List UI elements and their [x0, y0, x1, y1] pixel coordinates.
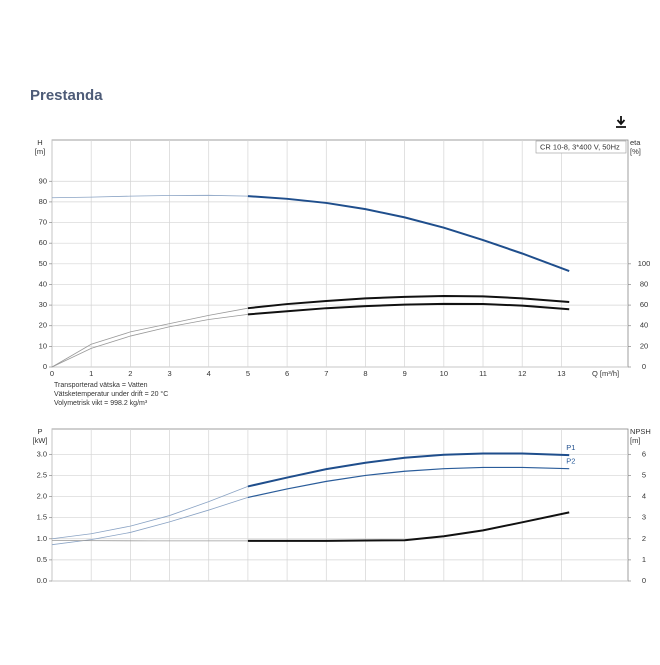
y-tick-label: 20: [39, 321, 47, 330]
curve-label: P1: [566, 443, 575, 452]
y-tick-label: 0.0: [37, 576, 47, 585]
x-tick-label: 2: [128, 369, 132, 378]
y-tick-label: 0.5: [37, 555, 47, 564]
y-tick-label: 90: [39, 176, 47, 185]
y2-tick-label: 1: [642, 555, 646, 564]
y-tick-label: 1.5: [37, 513, 47, 522]
x-tick-label: 8: [363, 369, 367, 378]
x-tick-label: 9: [403, 369, 407, 378]
y-axis-label: [m]: [35, 147, 45, 156]
x-tick-label: 6: [285, 369, 289, 378]
y2-axis-label: eta: [630, 138, 641, 147]
note: Transporterad vätska = Vatten: [54, 382, 148, 389]
x-tick-label: 1: [89, 369, 93, 378]
y-tick-label: 3.0: [37, 449, 47, 458]
y2-axis-label: NPSH: [630, 427, 651, 436]
y-tick-label: 1.0: [37, 534, 47, 543]
y-axis-label: P: [37, 427, 42, 436]
plot-area: [52, 429, 628, 581]
y2-tick-label: 20: [640, 341, 648, 350]
y2-tick-label: 100: [638, 259, 651, 268]
x-tick-label: 12: [518, 369, 526, 378]
y-tick-label: 30: [39, 300, 47, 309]
download-arrow[interactable]: [616, 116, 626, 127]
y-tick-label: 60: [39, 238, 47, 247]
y-tick-label: 2.0: [37, 492, 47, 501]
y-tick-label: 40: [39, 279, 47, 288]
page-title: Prestanda: [30, 87, 103, 104]
y-tick-label: 0: [43, 362, 47, 371]
y2-tick-label: 40: [640, 321, 648, 330]
y2-tick-label: 80: [640, 279, 648, 288]
y2-tick-label: 6: [642, 449, 646, 458]
x-axis-label: Q [m³/h]: [592, 369, 619, 378]
y2-tick-label: 4: [642, 492, 646, 501]
x-tick-label: 0: [50, 369, 54, 378]
x-tick-label: 10: [440, 369, 448, 378]
note: Vätsketemperatur under drift = 20 °C: [54, 390, 168, 398]
y2-tick-label: 3: [642, 513, 646, 522]
note: Volymetrisk vikt = 998.2 kg/m³: [54, 400, 148, 407]
y-tick-label: 70: [39, 218, 47, 227]
annotation: CR 10-8, 3*400 V, 50Hz: [540, 142, 620, 151]
y2-tick-label: 0: [642, 576, 646, 585]
x-tick-label: 3: [167, 369, 171, 378]
y2-tick-label: 2: [642, 534, 646, 543]
y2-tick-label: 60: [640, 300, 648, 309]
download-icon[interactable]: [616, 116, 626, 127]
curve-label: P2: [566, 457, 575, 466]
x-tick-label: 4: [207, 369, 211, 378]
y2-axis-label: [m]: [630, 436, 640, 445]
y2-axis-label: [%]: [630, 147, 641, 156]
y-tick-label: 2.5: [37, 470, 47, 479]
x-tick-label: 5: [246, 369, 250, 378]
y-tick-label: 80: [39, 197, 47, 206]
y2-tick-label: 5: [642, 470, 646, 479]
y-axis-label: H: [37, 138, 42, 147]
y-tick-label: 50: [39, 259, 47, 268]
plot-area: [52, 140, 628, 367]
y-tick-label: 10: [39, 341, 47, 350]
y-axis-label: [kW]: [33, 436, 48, 445]
y2-tick-label: 0: [642, 362, 646, 371]
x-tick-label: 11: [479, 369, 487, 378]
x-tick-label: 7: [324, 369, 328, 378]
x-tick-label: 13: [557, 369, 565, 378]
